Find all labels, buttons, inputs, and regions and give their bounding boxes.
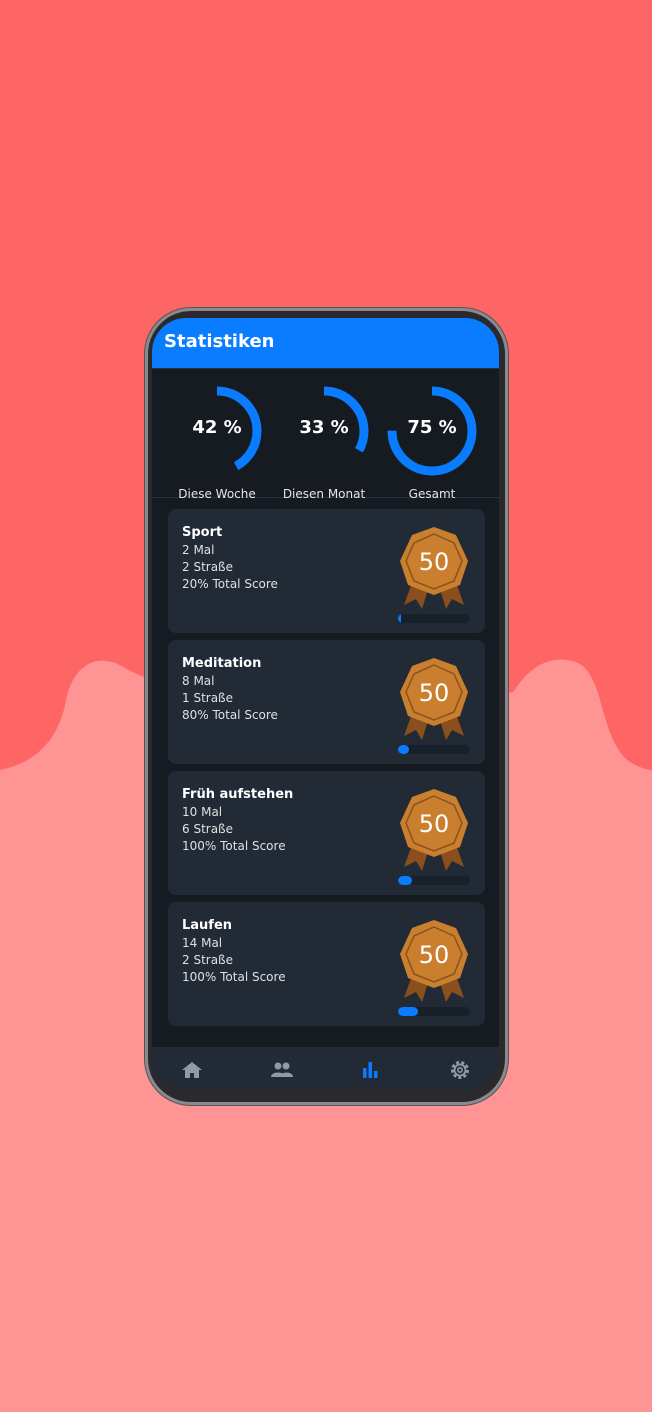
nav-item-people[interactable] <box>270 1059 294 1079</box>
gear-icon <box>451 1061 469 1079</box>
habit-card[interactable]: Laufen 14 Mal 2 Straße 100% Total Score … <box>168 902 485 1026</box>
habit-name: Früh aufstehen <box>182 787 294 802</box>
ring-label: Gesamt <box>408 487 456 501</box>
habit-progress-bar <box>398 876 470 885</box>
habit-card[interactable]: Früh aufstehen 10 Mal 6 Straße 100% Tota… <box>168 771 485 895</box>
stats-summary: 42 % Diese Woche 33 % Diesen Monat 75 % … <box>152 368 499 501</box>
habit-streak: 1 Straße <box>182 691 233 705</box>
people-icon <box>271 1062 293 1077</box>
habit-progress-bar <box>398 614 470 623</box>
habit-name: Meditation <box>182 656 262 671</box>
habit-count: 10 Mal <box>182 805 223 819</box>
medal-badge-icon: 50 <box>400 527 468 609</box>
habit-name: Laufen <box>182 918 233 933</box>
habit-count: 8 Mal <box>182 674 215 688</box>
habit-streak: 6 Straße <box>182 822 233 836</box>
medal-badge-icon: 50 <box>400 789 468 871</box>
badge-value: 50 <box>419 679 450 707</box>
ring-percent: 42 % <box>192 417 242 438</box>
habit-streak: 2 Straße <box>182 953 233 967</box>
page-title: Statistiken <box>164 331 275 352</box>
nav-item-bar-chart[interactable] <box>358 1059 382 1079</box>
progress-ring-1: 33 % Diesen Monat <box>274 381 374 501</box>
medal-badge-icon: 50 <box>400 920 468 1002</box>
progress-fill <box>398 876 413 885</box>
bottom-nav <box>152 1047 499 1090</box>
bar-chart-icon <box>363 1062 378 1078</box>
habit-streak: 2 Straße <box>182 560 233 574</box>
progress-fill <box>398 1007 419 1016</box>
badge-value: 50 <box>419 941 450 969</box>
ring-percent: 75 % <box>407 417 457 438</box>
habit-card[interactable]: Sport 2 Mal 2 Straße 20% Total Score 50 <box>168 509 485 633</box>
progress-fill <box>398 614 401 623</box>
ring-arc <box>172 386 262 476</box>
home-icon <box>182 1062 202 1078</box>
habit-score: 80% Total Score <box>182 708 278 722</box>
habit-progress-bar <box>398 745 470 754</box>
habit-score: 100% Total Score <box>182 839 286 853</box>
badge-value: 50 <box>419 548 450 576</box>
nav-item-home[interactable] <box>180 1059 204 1079</box>
habit-progress-bar <box>398 1007 470 1016</box>
habit-score: 100% Total Score <box>182 970 286 984</box>
app-header: Statistiken <box>152 318 499 368</box>
ring-percent: 33 % <box>299 417 349 438</box>
ring-arc <box>279 386 369 476</box>
habit-count: 14 Mal <box>182 936 223 950</box>
ring-label: Diesen Monat <box>282 487 366 501</box>
ring-arc <box>387 386 477 476</box>
habit-score: 20% Total Score <box>182 577 278 591</box>
habit-count: 2 Mal <box>182 543 215 557</box>
app-screen: Statistiken 42 % Diese Woche 33 % Diesen… <box>152 318 499 1090</box>
nav-item-gear[interactable] <box>448 1059 472 1079</box>
badge-value: 50 <box>419 810 450 838</box>
progress-ring-0: 42 % Diese Woche <box>167 381 267 501</box>
medal-badge-icon: 50 <box>400 658 468 740</box>
habit-card[interactable]: Meditation 8 Mal 1 Straße 80% Total Scor… <box>168 640 485 764</box>
progress-fill <box>398 745 409 754</box>
habit-name: Sport <box>182 525 223 540</box>
ring-label: Diese Woche <box>178 487 256 501</box>
progress-ring-2: 75 % Gesamt <box>382 381 482 501</box>
